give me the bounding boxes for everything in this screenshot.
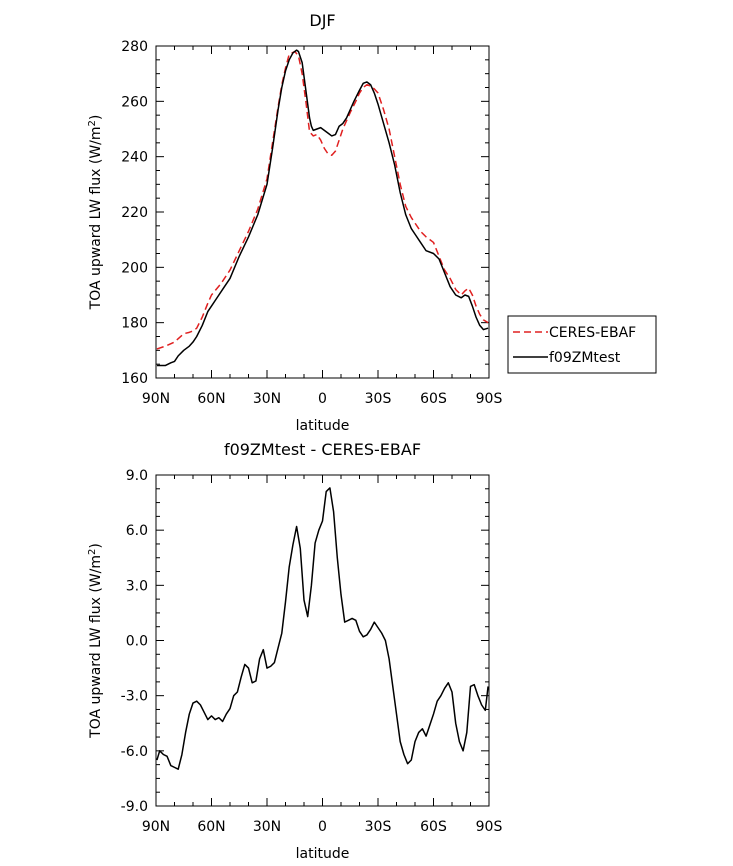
x-tick-label: 30N — [253, 819, 281, 835]
y-tick-label: 6.0 — [126, 523, 148, 539]
y-axis-label: TOA upward LW flux (W/m2) — [87, 115, 105, 311]
x-tick-label: 60S — [420, 819, 447, 835]
series-line-2 — [156, 49, 489, 367]
y-tick-label: 160 — [121, 371, 148, 387]
y-tick-label: 240 — [121, 150, 148, 166]
x-tick-label: 60N — [197, 819, 225, 835]
y-tick-label: 280 — [121, 39, 148, 55]
x-tick-label: 90N — [142, 819, 170, 835]
chart-panel-2: f09ZMtest - CERES-EBAF -9.0 -6.0 -3.0 0.0 3.0… — [87, 440, 503, 862]
x-axis-label: latitude — [296, 418, 350, 434]
x-tick-label: 0 — [318, 819, 327, 835]
x-axis-label: latitude — [296, 846, 350, 862]
chart-title: DJF — [309, 11, 335, 30]
y-tick-label: 200 — [121, 260, 148, 276]
x-tick-label: 30S — [365, 819, 392, 835]
x-tick-label: 90N — [142, 391, 170, 407]
y-tick-label: 260 — [121, 94, 148, 110]
chart-panel-1: DJF 160 180 200 220 240 260 280 90N 60N 30N 0 30S 60S… — [87, 11, 657, 434]
y-tick-label: 9.0 — [126, 468, 148, 484]
y-tick-label: 3.0 — [126, 578, 148, 594]
chart-title: f09ZMtest - CERES-EBAF — [224, 440, 421, 459]
x-tick-label: 60N — [197, 391, 225, 407]
x-tick-label: 90S — [476, 391, 503, 407]
x-tick-label: 30N — [253, 391, 281, 407]
series-line-1 — [156, 487, 489, 770]
legend-label: CERES-EBAF — [549, 325, 636, 341]
x-tick-label: 60S — [420, 391, 447, 407]
x-tick-label: 0 — [318, 391, 327, 407]
y-tick-label: -6.0 — [121, 744, 148, 760]
legend: CERES-EBAF f09ZMtest — [507, 315, 657, 374]
plot-frame — [155, 45, 490, 379]
y-tick-label: 0.0 — [126, 634, 148, 650]
legend-label: f09ZMtest — [549, 350, 621, 366]
x-tick-label: 90S — [476, 819, 503, 835]
y-tick-label: 220 — [121, 205, 148, 221]
y-tick-label: -9.0 — [121, 799, 148, 815]
x-tick-label: 30S — [365, 391, 392, 407]
series-line-1 — [156, 50, 489, 350]
y-tick-label: 180 — [121, 316, 148, 332]
y-tick-label: -3.0 — [121, 689, 148, 705]
legend-box — [507, 315, 657, 374]
plot-frame — [155, 474, 490, 807]
y-axis-label: TOA upward LW flux (W/m2) — [87, 543, 105, 739]
